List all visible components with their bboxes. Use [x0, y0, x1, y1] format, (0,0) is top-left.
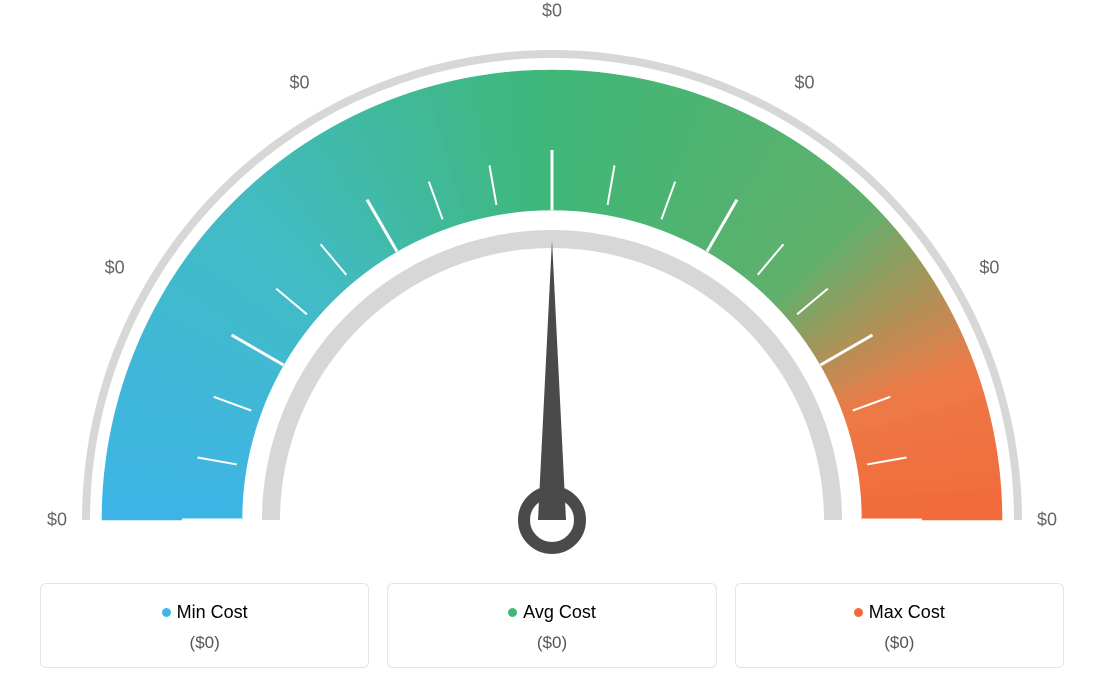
gauge-tick-label: $0 [1037, 510, 1057, 531]
legend-card-min: Min Cost ($0) [40, 583, 369, 668]
gauge-svg [0, 0, 1104, 560]
gauge-tick-label: $0 [542, 1, 562, 22]
legend-card-max: Max Cost ($0) [735, 583, 1064, 668]
legend-title-max: Max Cost [746, 602, 1053, 623]
legend-row: Min Cost ($0) Avg Cost ($0) Max Cost ($0… [40, 583, 1064, 668]
legend-label-max: Max Cost [869, 602, 945, 622]
gauge-tick-label: $0 [47, 510, 67, 531]
legend-dot-max [854, 608, 863, 617]
legend-value-min: ($0) [51, 633, 358, 653]
legend-title-min: Min Cost [51, 602, 358, 623]
legend-title-avg: Avg Cost [398, 602, 705, 623]
legend-dot-avg [508, 608, 517, 617]
gauge-tick-label: $0 [105, 257, 125, 278]
gauge-tick-label: $0 [979, 257, 999, 278]
gauge-chart [0, 0, 1104, 565]
legend-value-avg: ($0) [398, 633, 705, 653]
legend-value-max: ($0) [746, 633, 1053, 653]
legend-label-min: Min Cost [177, 602, 248, 622]
legend-dot-min [162, 608, 171, 617]
legend-card-avg: Avg Cost ($0) [387, 583, 716, 668]
gauge-tick-label: $0 [289, 72, 309, 93]
legend-label-avg: Avg Cost [523, 602, 596, 622]
gauge-tick-label: $0 [794, 72, 814, 93]
